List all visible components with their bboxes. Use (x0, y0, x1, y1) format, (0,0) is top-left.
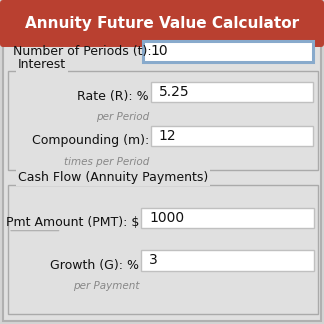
Text: Growth (G): %: Growth (G): % (50, 259, 139, 272)
Text: 12: 12 (159, 129, 176, 144)
Text: 3: 3 (149, 253, 158, 268)
Text: Pmt Amount (PMT): $: Pmt Amount (PMT): $ (6, 216, 139, 229)
Text: Annuity Future Value Calculator: Annuity Future Value Calculator (25, 16, 299, 31)
Text: Rate (R): %: Rate (R): % (77, 90, 149, 103)
FancyBboxPatch shape (143, 40, 313, 62)
Text: Cash Flow (Annuity Payments): Cash Flow (Annuity Payments) (18, 171, 208, 184)
FancyBboxPatch shape (151, 126, 313, 146)
Text: per Payment: per Payment (73, 281, 139, 291)
FancyBboxPatch shape (0, 0, 324, 47)
FancyBboxPatch shape (141, 208, 314, 228)
Text: 1000: 1000 (149, 211, 184, 225)
FancyBboxPatch shape (3, 3, 321, 321)
FancyBboxPatch shape (151, 82, 313, 102)
Text: Compounding (m):: Compounding (m): (32, 134, 149, 147)
Text: per Period: per Period (96, 112, 149, 122)
Text: Number of Periods (t):: Number of Periods (t): (13, 45, 152, 58)
Text: times per Period: times per Period (64, 157, 149, 167)
FancyBboxPatch shape (141, 250, 314, 271)
Text: Interest: Interest (18, 58, 66, 71)
Text: 5.25: 5.25 (159, 85, 190, 99)
Text: 10: 10 (151, 44, 168, 58)
